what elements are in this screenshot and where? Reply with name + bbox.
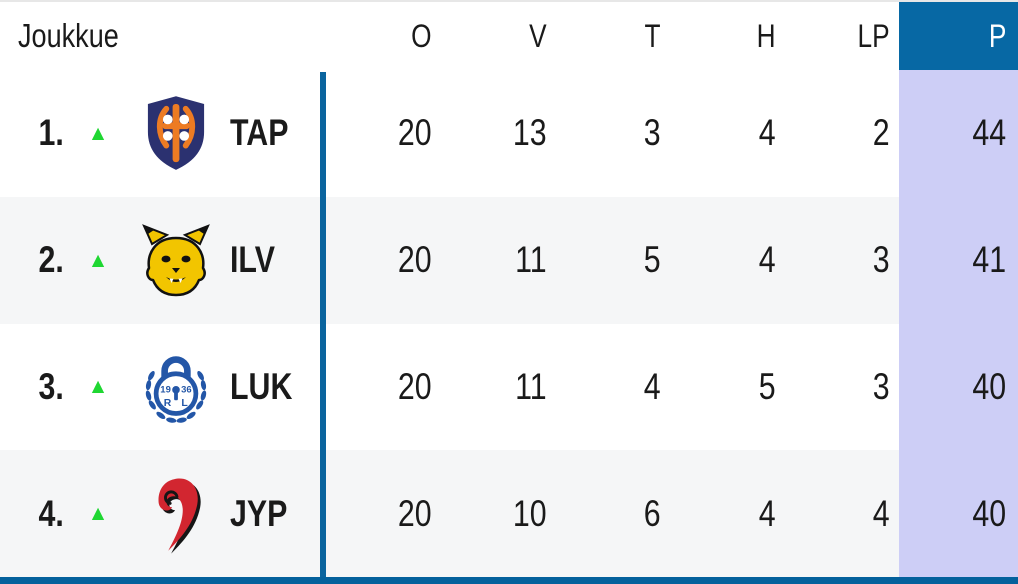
points-cell: 41	[898, 196, 1018, 324]
table-bottom-border	[0, 577, 1018, 584]
stat-ties: 4	[643, 365, 661, 407]
stat-wins: 10	[512, 492, 547, 534]
standings-header-row: Joukkue O V T H LP P	[0, 2, 1018, 70]
stat-wins: 11	[514, 365, 547, 407]
team-logo	[138, 471, 214, 557]
stat-losses: 5	[758, 365, 776, 407]
header-losses: H	[756, 17, 776, 54]
header-games-played: O	[411, 17, 432, 54]
stat-losses: 4	[758, 239, 776, 281]
table-row[interactable]: 2. ▲	[0, 196, 1018, 324]
svg-text:R: R	[164, 398, 172, 409]
table-row[interactable]: 1. ▲ TAP 20	[0, 70, 1018, 197]
rank-number: 3.	[38, 365, 64, 407]
header-wins: V	[528, 17, 547, 54]
stat-extra-points: 2	[873, 112, 890, 154]
stat-games-played: 20	[397, 492, 432, 534]
rank-number: 1.	[38, 112, 64, 154]
points-value: 40	[972, 365, 1006, 407]
stat-wins: 13	[512, 112, 547, 154]
team-code: TAP	[230, 112, 289, 154]
points-cell: 40	[898, 450, 1018, 577]
points-cell: 40	[898, 323, 1018, 451]
stat-wins: 11	[514, 239, 547, 281]
stat-games-played: 20	[397, 112, 432, 154]
team-code: JYP	[230, 492, 288, 534]
svg-text:19: 19	[160, 385, 171, 396]
team-stats-divider	[320, 72, 326, 577]
team-cell: 1. ▲ TAP	[0, 70, 326, 197]
stat-losses: 4	[758, 492, 776, 534]
points-value: 44	[972, 112, 1006, 154]
stat-losses: 4	[758, 112, 776, 154]
header-points-label: P	[988, 17, 1006, 54]
team-cell: 2. ▲	[0, 197, 326, 324]
stat-ties: 5	[643, 239, 661, 281]
stat-extra-points: 4	[873, 492, 890, 534]
team-logo	[138, 90, 214, 176]
team-code: LUK	[230, 365, 293, 407]
stat-extra-points: 3	[873, 239, 890, 281]
points-value: 41	[972, 239, 1006, 281]
trend-up-icon: ▲	[87, 121, 109, 145]
header-points-cell: P	[898, 2, 1018, 70]
jyp-logo-icon	[158, 478, 201, 554]
tappara-logo-icon	[147, 96, 205, 171]
table-row[interactable]: 3. ▲	[0, 323, 1018, 451]
lukko-logo-icon: 19 36 R L	[145, 356, 207, 423]
trend-up-icon: ▲	[87, 502, 109, 526]
rank-number: 4.	[38, 492, 64, 534]
stat-ties: 3	[643, 112, 661, 154]
team-logo: 19 36 R L	[138, 344, 214, 430]
standings-rows: 1. ▲ TAP 20	[0, 70, 1018, 577]
team-column-header: Joukkue	[0, 17, 326, 55]
team-cell: 3. ▲	[0, 324, 326, 451]
stat-games-played: 20	[397, 239, 432, 281]
team-column-header-label: Joukkue	[18, 17, 119, 54]
team-cell: 4. ▲ JYP	[0, 450, 326, 577]
points-value: 40	[972, 492, 1006, 534]
svg-text:36: 36	[181, 385, 192, 396]
trend-up-icon: ▲	[87, 375, 109, 399]
rank-number: 2.	[38, 239, 64, 281]
team-code: ILV	[230, 239, 275, 281]
table-row[interactable]: 4. ▲ JYP 20 10 6 4 4 40	[0, 450, 1018, 577]
ilves-logo-icon	[142, 224, 210, 297]
team-logo	[138, 217, 214, 303]
stat-extra-points: 3	[873, 365, 890, 407]
stat-games-played: 20	[397, 365, 432, 407]
trend-up-icon: ▲	[87, 248, 109, 272]
svg-text:L: L	[181, 398, 188, 409]
header-extra-points: LP	[857, 17, 890, 54]
header-ties: T	[644, 17, 661, 54]
points-cell: 44	[898, 70, 1018, 197]
stat-ties: 6	[643, 492, 661, 534]
